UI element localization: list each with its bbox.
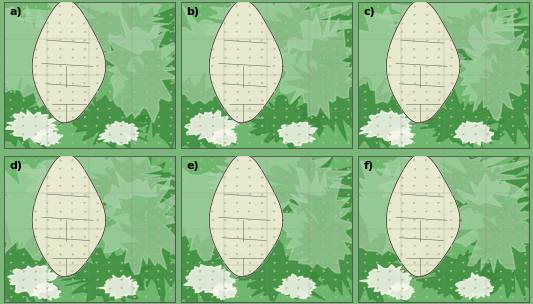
- Polygon shape: [101, 171, 182, 275]
- Polygon shape: [209, 0, 283, 123]
- Polygon shape: [33, 283, 61, 300]
- Polygon shape: [387, 130, 415, 147]
- Polygon shape: [209, 154, 283, 277]
- Text: a): a): [10, 7, 22, 17]
- Polygon shape: [0, 5, 94, 108]
- Polygon shape: [33, 129, 62, 146]
- Polygon shape: [294, 185, 372, 295]
- Text: e): e): [187, 161, 199, 171]
- Polygon shape: [156, 165, 270, 261]
- Polygon shape: [0, 222, 62, 304]
- Polygon shape: [209, 283, 237, 300]
- Polygon shape: [206, 145, 354, 209]
- Polygon shape: [466, 195, 533, 300]
- Polygon shape: [15, 0, 169, 58]
- Polygon shape: [386, 154, 460, 277]
- Polygon shape: [183, 264, 236, 296]
- Text: d): d): [10, 161, 22, 171]
- Polygon shape: [429, 149, 533, 219]
- Polygon shape: [386, 0, 460, 123]
- Polygon shape: [458, 13, 533, 120]
- Polygon shape: [375, 0, 533, 57]
- Polygon shape: [276, 274, 316, 299]
- Polygon shape: [100, 11, 184, 123]
- Polygon shape: [416, 246, 504, 302]
- Polygon shape: [471, 38, 533, 144]
- Polygon shape: [254, 2, 372, 71]
- Polygon shape: [64, 92, 151, 149]
- Polygon shape: [155, 5, 273, 109]
- Polygon shape: [6, 110, 58, 141]
- Polygon shape: [138, 230, 241, 304]
- Polygon shape: [257, 157, 372, 226]
- Polygon shape: [419, 89, 505, 147]
- Polygon shape: [0, 160, 93, 261]
- Polygon shape: [19, 146, 177, 209]
- Polygon shape: [359, 264, 411, 295]
- Polygon shape: [73, 154, 194, 222]
- Polygon shape: [59, 248, 154, 304]
- Polygon shape: [449, 173, 532, 273]
- Polygon shape: [386, 282, 415, 299]
- Polygon shape: [75, 0, 190, 75]
- Polygon shape: [208, 129, 237, 146]
- Polygon shape: [358, 111, 411, 141]
- Polygon shape: [326, 161, 446, 260]
- Polygon shape: [237, 236, 326, 301]
- Polygon shape: [185, 110, 239, 141]
- Polygon shape: [278, 122, 318, 146]
- Polygon shape: [413, 4, 533, 65]
- Polygon shape: [246, 95, 328, 154]
- Polygon shape: [99, 275, 139, 299]
- Polygon shape: [316, 212, 413, 304]
- Polygon shape: [376, 148, 530, 210]
- Text: b): b): [187, 7, 199, 17]
- Text: f): f): [364, 161, 374, 171]
- Polygon shape: [144, 73, 239, 157]
- Polygon shape: [119, 41, 195, 149]
- Polygon shape: [0, 78, 56, 154]
- Polygon shape: [7, 266, 60, 296]
- Polygon shape: [326, 78, 416, 163]
- Polygon shape: [284, 44, 367, 140]
- Polygon shape: [32, 154, 106, 277]
- Polygon shape: [205, 0, 356, 56]
- Text: c): c): [364, 7, 375, 17]
- Polygon shape: [32, 0, 106, 123]
- Polygon shape: [121, 198, 195, 304]
- Polygon shape: [331, 7, 448, 105]
- Polygon shape: [273, 168, 358, 273]
- Polygon shape: [98, 121, 139, 145]
- Polygon shape: [456, 273, 494, 299]
- Polygon shape: [454, 121, 494, 146]
- Polygon shape: [276, 13, 360, 119]
